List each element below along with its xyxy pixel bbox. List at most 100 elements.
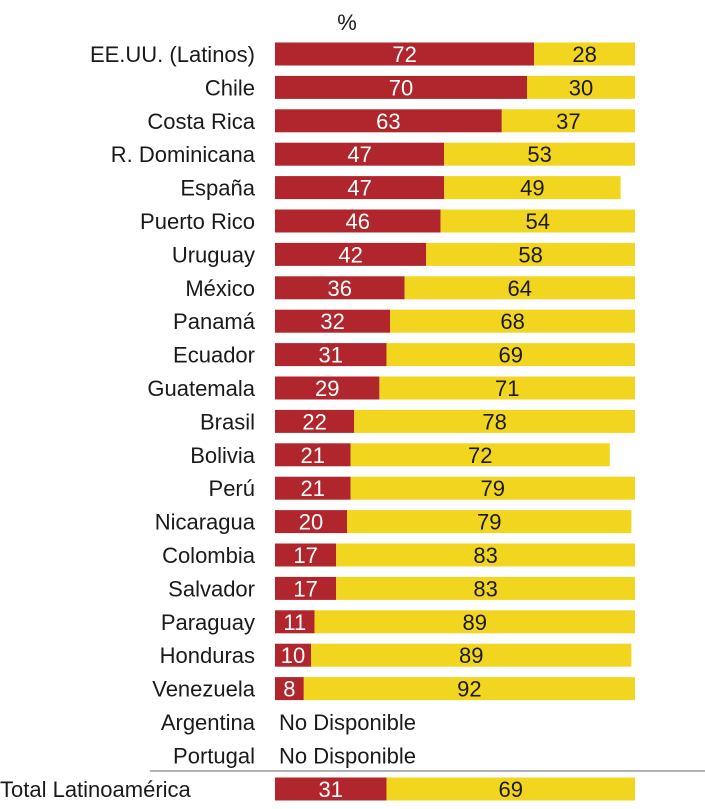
bar-row: Chile 70 30 (205, 75, 635, 100)
category-label: Salvador (168, 576, 255, 601)
category-label: Costa Rica (147, 109, 255, 134)
data-label-series2: 79 (481, 476, 505, 501)
bar-row: Ecuador 31 69 (173, 343, 635, 368)
bar-segment-series1 (275, 610, 315, 634)
data-label-series2: 78 (482, 409, 506, 434)
category-label: España (180, 176, 255, 201)
category-label: Ecuador (173, 343, 255, 368)
bar-segment-series2 (386, 343, 635, 367)
category-label: R. Dominicana (111, 142, 256, 167)
bar-row: Argentina No Disponible (161, 710, 416, 735)
bar-segment-series2 (440, 209, 635, 233)
data-label-series1: 46 (346, 209, 370, 234)
chart-rows: EE.UU. (Latinos) 72 28 Chile 70 30 Costa Rica 6… (90, 42, 635, 768)
data-label-series2: 58 (518, 242, 542, 267)
bar-segment-series2 (426, 242, 635, 266)
data-label-series2: 64 (508, 276, 532, 301)
category-label: EE.UU. (Latinos) (90, 42, 255, 67)
bar-row: Colombia 17 83 (162, 543, 635, 568)
category-label: Uruguay (172, 242, 255, 267)
data-label-series1: 36 (328, 276, 352, 301)
category-label: Venezuela (152, 677, 256, 702)
category-label: Perú (209, 476, 255, 501)
bar-segment-series1 (275, 443, 351, 467)
unavailable-label: No Disponible (279, 743, 416, 768)
bar-segment-series1 (275, 209, 441, 233)
data-label-series2: 83 (473, 543, 497, 568)
data-label-series1: 17 (293, 543, 317, 568)
category-label: Guatemala (147, 376, 255, 401)
data-label-series2: 92 (457, 677, 481, 702)
data-label-series2: 89 (463, 610, 487, 635)
data-label-series1: 31 (319, 777, 343, 802)
bar-row: Costa Rica 63 37 (147, 109, 635, 134)
data-label-series2: 72 (468, 443, 492, 468)
category-label: Bolivia (190, 443, 256, 468)
data-label-series1: 17 (293, 576, 317, 601)
data-label-series2: 28 (572, 42, 596, 67)
category-label: Chile (205, 75, 255, 100)
bar-segment-series1 (275, 576, 337, 600)
data-label-series2: 53 (527, 142, 551, 167)
bar-segment-series2 (386, 777, 635, 801)
bar-segment-series1 (275, 643, 311, 667)
data-label-series2: 54 (526, 209, 550, 234)
bar-segment-series1 (275, 242, 427, 266)
data-label-series1: 11 (283, 610, 306, 635)
bar-segment-series2 (350, 476, 635, 500)
category-label: México (185, 276, 255, 301)
category-label: Portugal (173, 743, 255, 768)
data-label-series2: 49 (520, 176, 544, 201)
data-label-series1: 22 (302, 409, 326, 434)
bar-segment-series2 (444, 176, 621, 200)
category-label: Puerto Rico (140, 209, 255, 234)
bar-row: R. Dominicana 47 53 (111, 142, 635, 167)
data-label-series1: 10 (281, 643, 305, 668)
data-label-series2: 37 (556, 109, 580, 134)
data-label-series2: 30 (569, 75, 593, 100)
bar-segment-series1 (275, 409, 355, 433)
data-label-series1: 72 (392, 42, 416, 67)
bar-segment-series2 (501, 109, 635, 133)
data-label-series2: 83 (473, 576, 497, 601)
data-label-series1: 8 (283, 677, 295, 702)
bar-row: Bolivia 21 72 (190, 443, 610, 468)
bar-segment-series1 (275, 476, 351, 500)
data-label-series1: 32 (320, 309, 344, 334)
bar-segment-series2 (527, 75, 635, 99)
bar-segment-series1 (275, 142, 445, 166)
total-row: Total Latinoamérica 31 69 (0, 777, 635, 802)
bar-row: Puerto Rico 46 54 (140, 209, 635, 234)
data-label-series1: 21 (301, 476, 325, 501)
bar-segment-series2 (354, 409, 635, 433)
bar-segment-series1 (275, 510, 347, 534)
bar-segment-series2 (347, 510, 632, 534)
category-label: Nicaragua (155, 510, 256, 535)
bar-segment-series1 (275, 109, 502, 133)
bar-segment-series2 (379, 376, 635, 400)
bar-segment-series2 (303, 677, 635, 701)
data-label-series1: 21 (301, 443, 325, 468)
data-label-series1: 42 (338, 242, 362, 267)
bar-row: Brasil 22 78 (200, 409, 635, 434)
bar-row: EE.UU. (Latinos) 72 28 (90, 42, 635, 67)
bar-segment-series2 (444, 142, 635, 166)
bar-row: Venezuela 8 92 (152, 677, 635, 702)
bar-segment-series2 (350, 443, 610, 467)
data-label-series2: 68 (500, 309, 524, 334)
category-label: Honduras (160, 643, 255, 668)
bar-segment-series1 (275, 343, 387, 367)
bar-row: Uruguay 42 58 (172, 242, 635, 267)
bar-row: México 36 64 (185, 276, 635, 301)
data-label-series1: 70 (389, 75, 413, 100)
bar-segment-series1 (275, 176, 445, 200)
bar-segment-series2 (336, 576, 635, 600)
bar-segment-series2 (534, 42, 635, 66)
data-label-series1: 31 (319, 343, 343, 368)
category-label: Panamá (173, 309, 256, 334)
category-label: Brasil (200, 409, 255, 434)
bar-segment-series1 (275, 543, 337, 567)
data-label-series2: 69 (499, 777, 523, 802)
bar-row: Honduras 10 89 (160, 643, 632, 668)
